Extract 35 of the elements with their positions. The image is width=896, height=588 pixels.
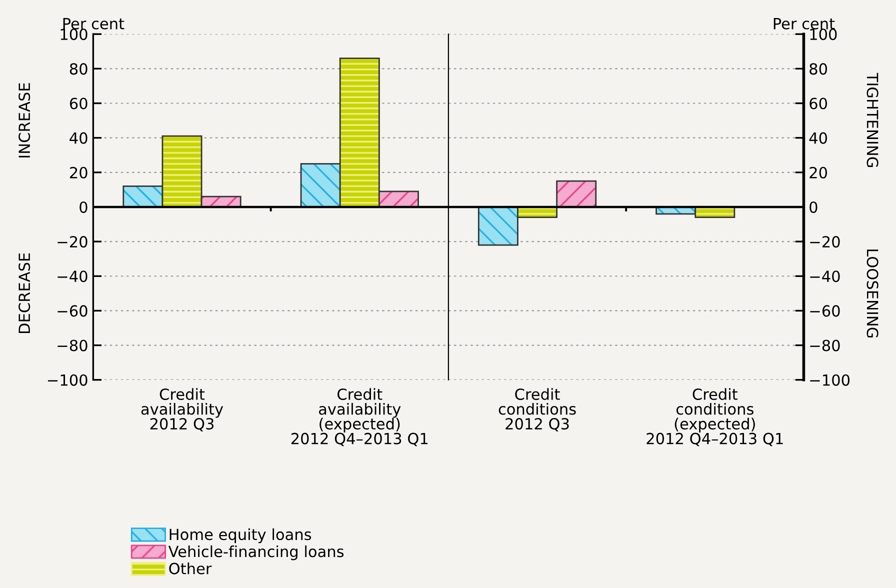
text: TIGHTENING <box>866 72 878 167</box>
x-tick-label: Credit conditions 2012 Q3 <box>498 388 576 432</box>
y-tick-label: 80 <box>70 63 88 75</box>
y2-tick-label: −40 <box>810 270 840 282</box>
x-tick-label: Credit availability (expected) 2012 Q4–2013 Q1 <box>291 388 428 446</box>
y2-tick-label: 60 <box>810 98 827 110</box>
y-tick-label: −80 <box>58 340 88 352</box>
y-axis-title: Per cent <box>63 18 124 30</box>
text: INCREASE <box>18 83 30 158</box>
y-tick-label: 40 <box>70 132 88 144</box>
y-tick-label: 20 <box>70 166 88 178</box>
y-tick-label: −20 <box>58 236 88 248</box>
y2-tick-label: −60 <box>810 305 840 317</box>
y-tick-label: −40 <box>58 270 88 282</box>
text: LOOSENING <box>866 250 878 338</box>
y2-tick-label: 0 <box>810 201 818 213</box>
y-tick-label: 0 <box>80 201 88 213</box>
legend-label: Other <box>169 562 212 574</box>
y2-axis-title: Per cent <box>774 18 835 30</box>
legend-label: Home equity loans <box>170 528 312 544</box>
y-tick-label: 60 <box>70 98 88 110</box>
y2-tick-label: −100 <box>810 374 850 386</box>
y-tick-label: −60 <box>58 305 88 317</box>
y2-tick-label: 20 <box>810 166 827 178</box>
y2-tick-label: 100 <box>810 28 837 40</box>
y2-tick-label: −20 <box>810 236 840 248</box>
y-tick-label: −100 <box>48 374 88 386</box>
y2-tick-label: 40 <box>809 132 827 144</box>
text: DECREASE <box>18 253 30 333</box>
y2-tick-label: −80 <box>810 340 840 352</box>
x-tick-label: Credit conditions (expected) 2012 Q4–2013 Q1 <box>646 388 783 446</box>
x-tick-label: Credit availability 2012 Q3 <box>141 388 224 432</box>
y2-tick-label: 80 <box>810 63 827 75</box>
y-tick-label: 100 <box>60 28 88 40</box>
legend-label: Vehicle-financing loans <box>168 545 344 560</box>
